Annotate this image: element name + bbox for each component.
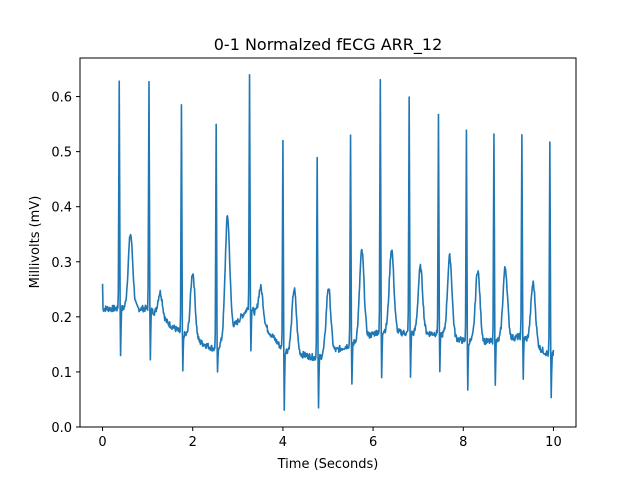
x-axis-label: Time (Seconds): [277, 457, 379, 472]
y-tick-label: 0.4: [51, 201, 72, 216]
chart-title: 0-1 Normalzed fECG ARR_12: [214, 35, 443, 55]
ecg-series-line: [101, 74, 555, 411]
y-tick-label: 0.6: [51, 91, 72, 106]
plot-frame: [79, 57, 577, 428]
y-tick-label: 0.1: [51, 366, 72, 381]
y-tick-label: 0.0: [51, 421, 72, 436]
x-tick-label: 0: [98, 435, 106, 450]
y-axis: 0.0 0.1 0.2 0.3 0.4 0.5 0.6: [51, 91, 80, 436]
x-tick-label: 8: [459, 435, 467, 450]
x-tick-label: 6: [369, 435, 377, 450]
y-tick-label: 0.3: [51, 256, 72, 271]
x-axis: 0 2 4 6 8 10: [98, 427, 562, 450]
y-tick-label: 0.5: [51, 146, 72, 161]
y-axis-label: Millivolts (mV): [28, 196, 43, 289]
y-tick-label: 0.2: [51, 311, 72, 326]
x-tick-label: 2: [189, 435, 197, 450]
x-tick-label: 4: [279, 435, 287, 450]
x-tick-label: 10: [545, 435, 562, 450]
